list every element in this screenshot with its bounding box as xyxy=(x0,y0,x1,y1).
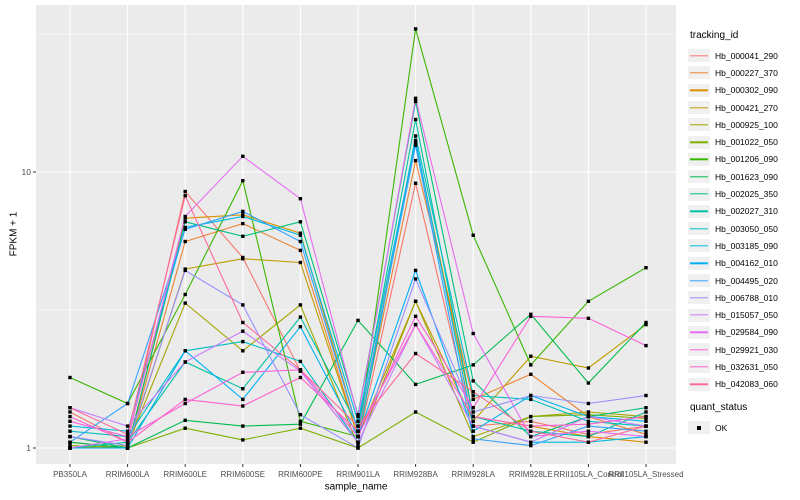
legend-line-swatch xyxy=(688,360,710,374)
data-points xyxy=(68,27,648,450)
y-axis-title: FPKM + 1 xyxy=(8,211,20,257)
legend-item-label: Hb_000925_100 xyxy=(715,119,778,130)
legend-line-swatch xyxy=(688,256,710,270)
legend-item: Hb_001206_090 xyxy=(688,151,800,168)
legend-line-swatch xyxy=(688,49,710,63)
legend-line-swatch xyxy=(688,291,710,305)
legend-line-swatch xyxy=(688,222,710,236)
legend-item-label: Hb_002025_350 xyxy=(715,189,778,200)
legend-line-swatch xyxy=(688,118,710,132)
legend-line-swatch xyxy=(688,152,710,166)
legend-item-label: Hb_000041_290 xyxy=(715,50,778,61)
legend-item-label: Hb_029921_030 xyxy=(715,344,778,355)
legend-item: Hb_000421_270 xyxy=(688,99,800,116)
legend-item-label: Hb_001206_090 xyxy=(715,154,778,165)
legend-item-label: Hb_000227_370 xyxy=(715,67,778,78)
quant-status-legend: quant_status OK xyxy=(688,402,800,436)
x-axis-title: sample_name xyxy=(324,481,388,493)
quant-point-swatch xyxy=(688,421,710,435)
legend-item: Hb_000227_370 xyxy=(688,64,800,81)
legend-item: Hb_029921_030 xyxy=(688,341,800,358)
legend-line-swatch xyxy=(688,66,710,80)
legend-item-label: Hb_000302_090 xyxy=(715,85,778,96)
legend-item-label: Hb_032631_050 xyxy=(715,361,778,372)
x-tick-label: RRIM600LE xyxy=(163,470,207,479)
legend-item: Hb_042083_060 xyxy=(688,376,800,393)
x-tick-label: RRIM928LE xyxy=(509,470,553,479)
legend-line-swatch xyxy=(688,135,710,149)
y-tick-label: 10 xyxy=(21,167,31,177)
x-tick-label: RRIM600PE xyxy=(278,470,323,479)
axis-ticks xyxy=(33,171,647,467)
legend-item-label: Hb_003050_050 xyxy=(715,223,778,234)
legend-entries: Hb_000041_290 Hb_000227_370 Hb_000302_090 H… xyxy=(688,47,800,393)
x-tick-label: RRIM901LA xyxy=(336,470,380,479)
legend-line-swatch xyxy=(688,101,710,115)
legend-line-swatch xyxy=(688,377,710,391)
legend-line-swatch xyxy=(688,239,710,253)
legend-item-label: Hb_004162_010 xyxy=(715,258,778,269)
x-tick-label: RRIM600SE xyxy=(220,470,266,479)
legend-item: Hb_001623_090 xyxy=(688,168,800,185)
legend-item: Hb_004162_010 xyxy=(688,255,800,272)
x-tick-label: RRIM928BA xyxy=(393,470,438,479)
legend-item-label: Hb_015057_050 xyxy=(715,310,778,321)
legend-title-tracking-id: tracking_id xyxy=(690,30,739,41)
legend-line-swatch xyxy=(688,187,710,201)
legend-line-swatch xyxy=(688,343,710,357)
y-tick-label: 1 xyxy=(26,443,31,453)
legend-item-label: Hb_001623_090 xyxy=(715,171,778,182)
legend-item-label: Hb_003185_090 xyxy=(715,240,778,251)
legend-line-swatch xyxy=(688,308,710,322)
legend-item: Hb_029584_090 xyxy=(688,324,800,341)
quant-status-item: OK xyxy=(688,419,800,436)
quant-status-label: OK xyxy=(715,422,728,433)
legend-line-swatch xyxy=(688,204,710,218)
tracking-id-legend: tracking_id Hb_000041_290 Hb_000227_370 Hb… xyxy=(688,30,800,393)
x-tick-label: RRII105LA_Control xyxy=(553,470,624,479)
legend-item-label: Hb_000421_270 xyxy=(715,102,778,113)
legend-item-label: Hb_001022_050 xyxy=(715,137,778,148)
legend-item: Hb_032631_050 xyxy=(688,358,800,375)
legend-item: Hb_001022_050 xyxy=(688,133,800,150)
legend-item-label: Hb_002027_310 xyxy=(715,206,778,217)
legend-item: Hb_000302_090 xyxy=(688,82,800,99)
x-tick-label: RRIM600LA xyxy=(105,470,150,479)
x-tick-label: RRII105LA_Stressed xyxy=(608,470,684,479)
legend-item: Hb_006788_010 xyxy=(688,289,800,306)
legend-item: Hb_004495_020 xyxy=(688,272,800,289)
legend-title-quant-status: quant_status xyxy=(690,402,748,413)
legend-item: Hb_015057_050 xyxy=(688,306,800,323)
legend-item-label: Hb_004495_020 xyxy=(715,275,778,286)
gridlines xyxy=(36,5,676,464)
x-tick-label: PB350LA xyxy=(53,470,87,479)
legend-item: Hb_000041_290 xyxy=(688,47,800,64)
legend-item: Hb_002027_310 xyxy=(688,203,800,220)
quant-status-entries: OK xyxy=(688,419,800,436)
legend-item-label: Hb_029584_090 xyxy=(715,327,778,338)
legend-line-swatch xyxy=(688,83,710,97)
legend-item: Hb_003185_090 xyxy=(688,237,800,254)
legend-line-swatch xyxy=(688,170,710,184)
legend-item: Hb_003050_050 xyxy=(688,220,800,237)
legend-item: Hb_002025_350 xyxy=(688,185,800,202)
x-tick-label: RRIM928LA xyxy=(451,470,495,479)
legend-item-label: Hb_006788_010 xyxy=(715,292,778,303)
legend-item-label: Hb_042083_060 xyxy=(715,379,778,390)
legend-line-swatch xyxy=(688,325,710,339)
legend-line-swatch xyxy=(688,274,710,287)
legend-item: Hb_000925_100 xyxy=(688,116,800,133)
